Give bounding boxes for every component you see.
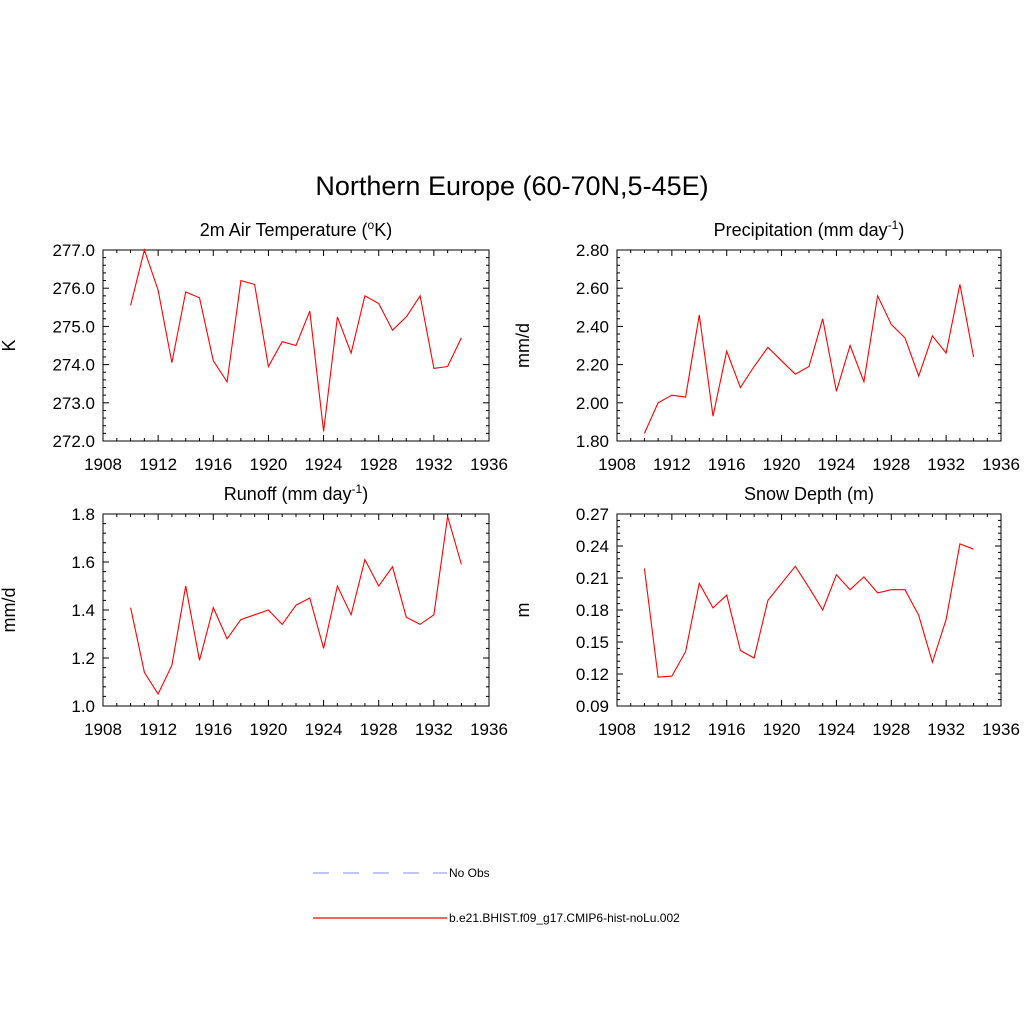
x-tick-label: 1928 <box>360 720 398 739</box>
y-tick-label: 272.0 <box>52 432 95 451</box>
plot-frame <box>102 513 490 707</box>
x-tick-label: 1920 <box>763 455 801 474</box>
plot-frame <box>616 513 1002 707</box>
figure-title: Northern Europe (60-70N,5-45E) <box>315 171 708 201</box>
series-line-model <box>130 248 462 432</box>
x-tick-label: 1916 <box>194 455 232 474</box>
x-tick-label: 1916 <box>708 455 746 474</box>
x-tick-label: 1936 <box>982 455 1020 474</box>
x-tick-label: 1916 <box>708 720 746 739</box>
panel-runoff: 1908 1912 1916 1920 1924 1928 1932 1936 1.0 1.2 1.… <box>0 482 508 739</box>
x-tick-label: 1924 <box>305 720 343 739</box>
y-tick-label: 1.4 <box>71 601 95 620</box>
y-tick-label: 277.0 <box>52 241 95 260</box>
x-tick-label: 1936 <box>470 455 508 474</box>
x-tick-label: 1924 <box>818 720 856 739</box>
series-line-model <box>643 284 975 434</box>
x-tick-label: 1912 <box>653 720 691 739</box>
y-tick-label: 273.0 <box>52 394 95 413</box>
x-tick-label: 1932 <box>927 720 965 739</box>
x-tick-label: 1920 <box>250 455 288 474</box>
y-tick-label: 2.60 <box>576 279 609 298</box>
y-tick-label: 2.40 <box>576 317 609 336</box>
y-tick-label: 0.27 <box>576 505 609 524</box>
x-tick-label: 1924 <box>305 455 343 474</box>
x-tick-label: 1924 <box>818 455 856 474</box>
x-tick-label: 1936 <box>982 720 1020 739</box>
x-tick-label: 1916 <box>194 720 232 739</box>
y-tick-label: 274.0 <box>52 356 95 375</box>
y-tick-label: 0.24 <box>576 537 609 556</box>
y-tick-label: 276.0 <box>52 279 95 298</box>
x-tick-label: 1908 <box>598 720 636 739</box>
x-tick-label: 1928 <box>872 720 910 739</box>
x-tick-label: 1920 <box>763 720 801 739</box>
x-tick-label: 1920 <box>250 720 288 739</box>
y-axis-label: m <box>513 603 533 618</box>
x-tick-label: 1932 <box>415 455 453 474</box>
y-tick-label: 1.0 <box>71 697 95 716</box>
plot-frame <box>616 249 1002 442</box>
y-axis-label: mm/d <box>513 323 533 368</box>
x-tick-label: 1932 <box>927 455 965 474</box>
x-tick-label: 1912 <box>653 455 691 474</box>
y-tick-label: 1.8 <box>71 505 95 524</box>
legend-label-model: b.e21.BHIST.f09_g17.CMIP6-hist-noLu.002 <box>449 911 680 925</box>
x-tick-label: 1932 <box>415 720 453 739</box>
panel-temperature: 1908 1912 1916 1920 1924 1928 1932 1936 272.0 273… <box>0 218 508 474</box>
y-axis-label: mm/d <box>0 588 19 633</box>
x-tick-label: 1928 <box>872 455 910 474</box>
x-tick-label: 1908 <box>84 720 122 739</box>
panel-title: 2m Air Temperature (oK) <box>200 218 392 240</box>
y-tick-label: 2.00 <box>576 394 609 413</box>
y-tick-label: 2.80 <box>576 241 609 260</box>
panel-title: Snow Depth (m) <box>744 484 874 504</box>
y-tick-label: 1.6 <box>71 553 95 572</box>
x-tick-label: 1908 <box>598 455 636 474</box>
x-tick-label: 1912 <box>139 455 177 474</box>
x-tick-label: 1912 <box>139 720 177 739</box>
panel-snow-depth: 1908 1912 1916 1920 1924 1928 1932 1936 0.09 0.12… <box>513 484 1020 739</box>
y-tick-label: 0.09 <box>576 697 609 716</box>
y-tick-label: 275.0 <box>52 317 95 336</box>
x-tick-label: 1928 <box>360 455 398 474</box>
panel-precipitation: 1908 1912 1916 1920 1924 1928 1932 1936 1.80 2.00… <box>513 218 1020 474</box>
y-tick-label: 1.80 <box>576 432 609 451</box>
legend: No Obs b.e21.BHIST.f09_g17.CMIP6-hist-no… <box>313 866 680 925</box>
y-tick-label: 0.18 <box>576 601 609 620</box>
panel-title: Precipitation (mm day-1) <box>714 218 905 240</box>
x-tick-label: 1936 <box>470 720 508 739</box>
legend-label-obs: No Obs <box>449 866 490 880</box>
y-axis-label: K <box>0 339 19 351</box>
y-tick-label: 2.20 <box>576 356 609 375</box>
x-tick-label: 1908 <box>84 455 122 474</box>
y-tick-label: 1.2 <box>71 649 95 668</box>
series-line-model <box>643 543 974 678</box>
y-tick-label: 0.21 <box>576 569 609 588</box>
panel-title: Runoff (mm day-1) <box>224 482 368 504</box>
y-tick-label: 0.15 <box>576 633 609 652</box>
panels-group: 1908 1912 1916 1920 1924 1928 1932 1936 272.0 273… <box>0 218 1020 739</box>
series-line-model <box>130 516 462 696</box>
y-tick-label: 0.12 <box>576 665 609 684</box>
